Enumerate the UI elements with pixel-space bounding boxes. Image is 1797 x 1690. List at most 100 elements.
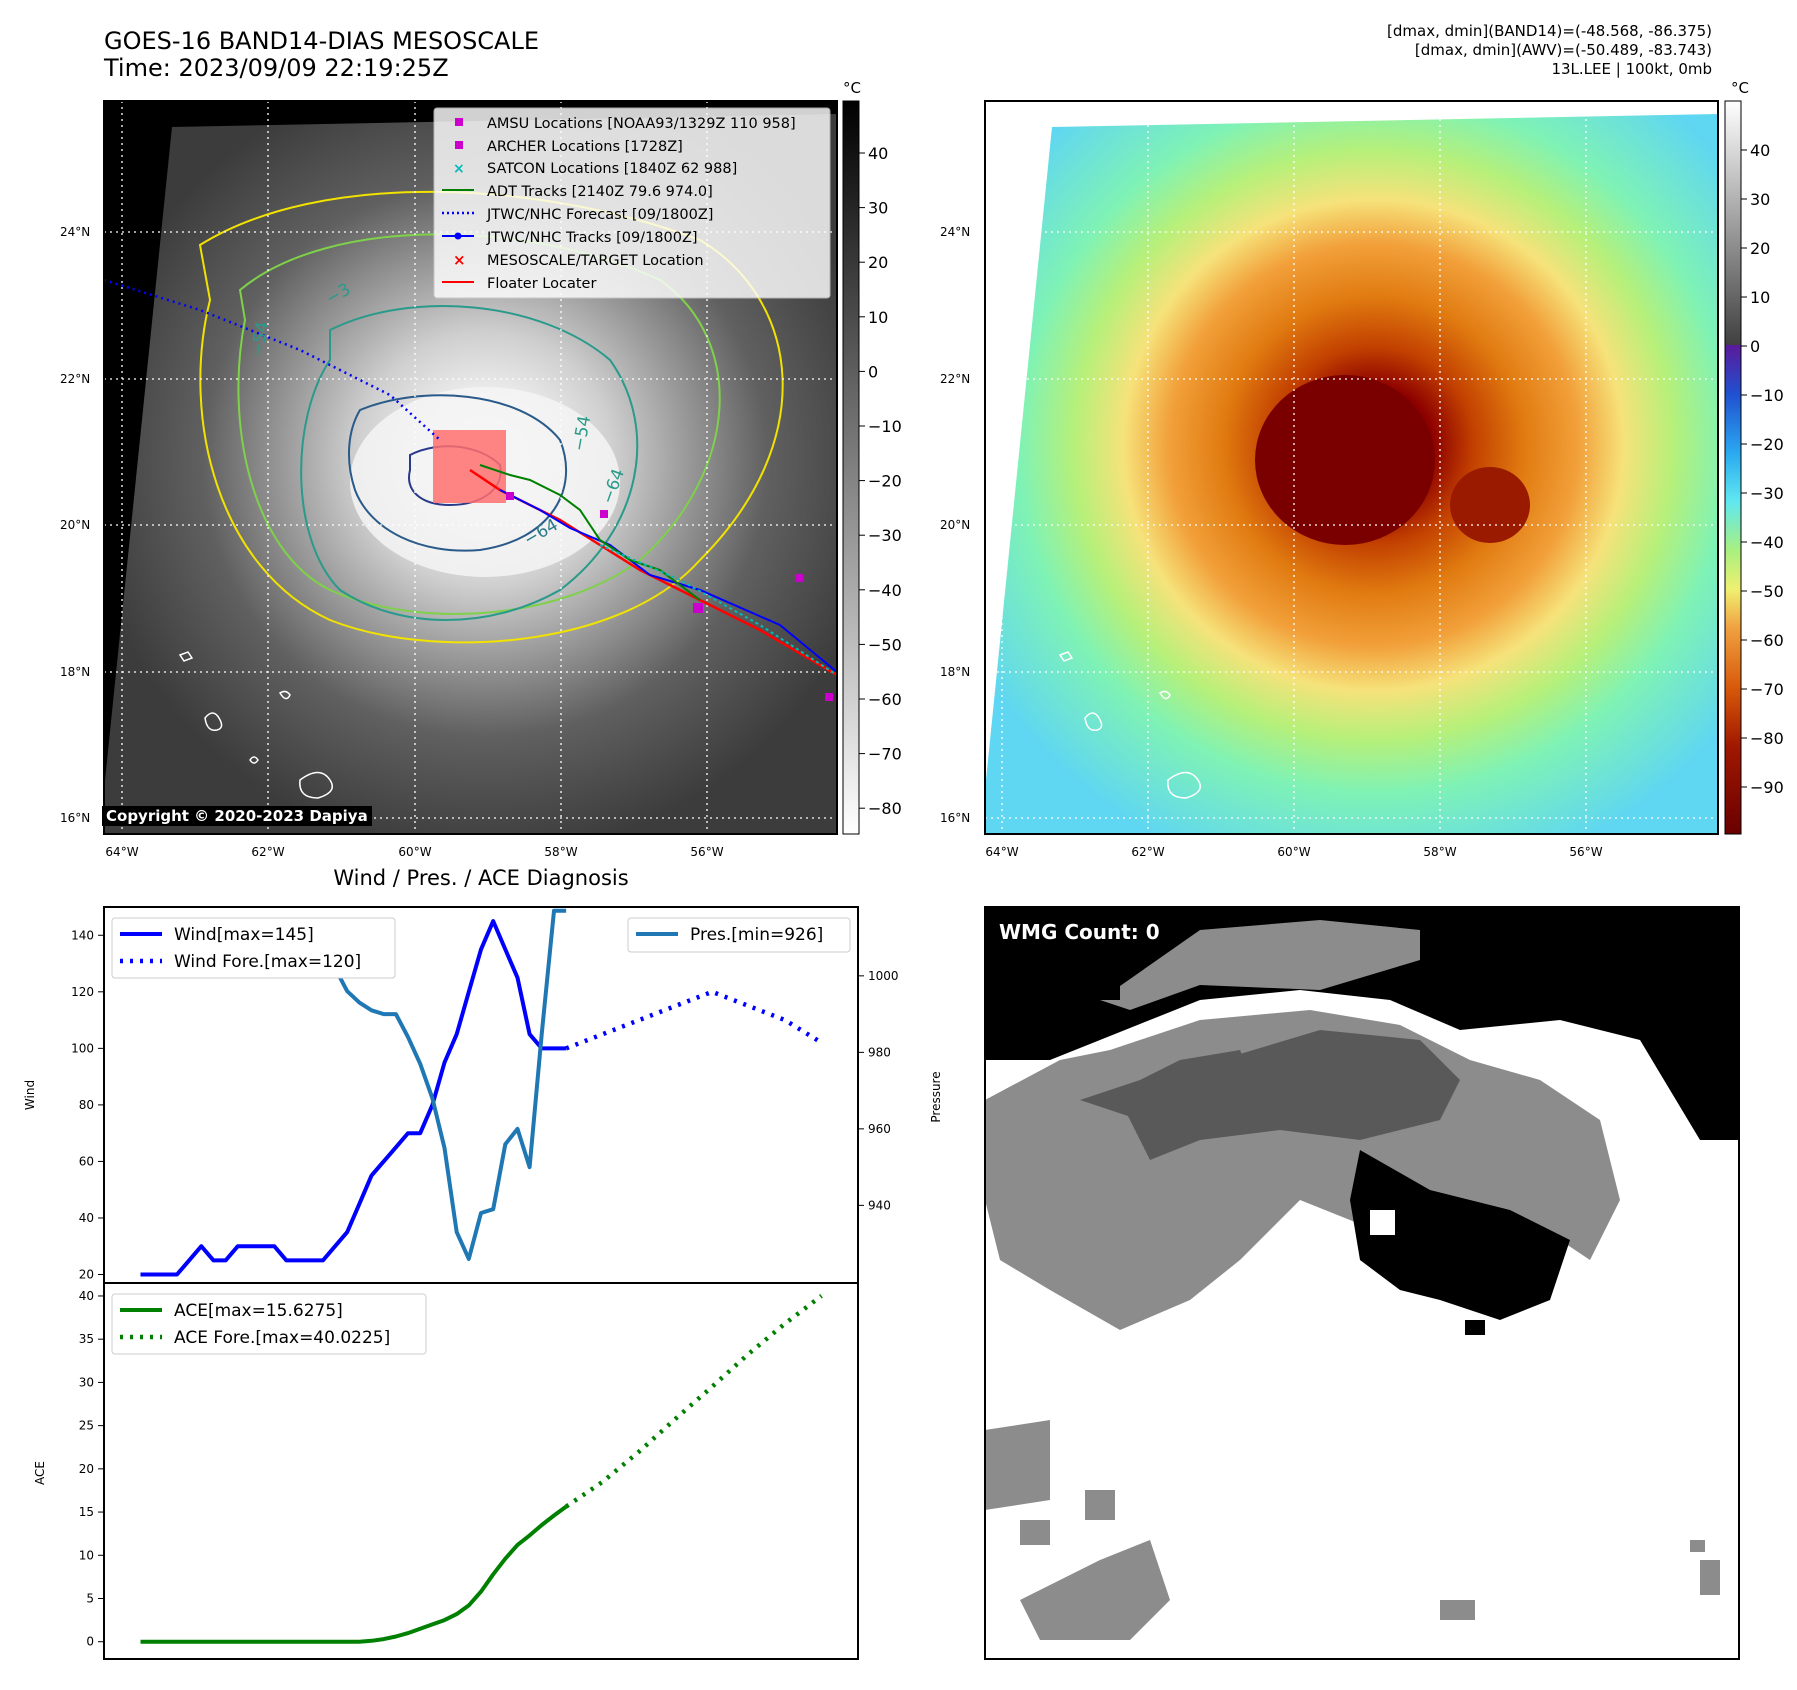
lat-label: 24°N [940, 225, 970, 239]
colorbar-ticks: 40 30 20 10 0 −10 −20 −30 −40 −50 −60 −70 −80 −90 [1741, 141, 1784, 797]
y2-tick-label: 940 [868, 1198, 891, 1212]
y-tick-label: 40 [79, 1289, 94, 1303]
colorbar-unit: °C [843, 79, 861, 97]
pressure-legend-box [627, 917, 851, 953]
colorbar-tick-label: −20 [868, 472, 902, 491]
ace-axis-label: ACE [33, 1461, 47, 1485]
y-tick-label: 60 [79, 1154, 94, 1168]
y-tick-label: 10 [79, 1548, 94, 1562]
wmg-count-label: WMG Count: 0 [991, 917, 1168, 947]
diagnosis-title: Wind / Pres. / ACE Diagnosis [333, 866, 628, 890]
y-tick-label: 5 [86, 1591, 94, 1605]
y-tick-label: 20 [79, 1268, 94, 1282]
pressure-axis-label: Pressure [929, 1071, 943, 1122]
colorbar-tick-label: −10 [868, 417, 902, 436]
colorbar-tick-label: 20 [1750, 239, 1770, 258]
colorbar-tick-label: −60 [1750, 631, 1784, 650]
legend-entry: Wind[max=145] [174, 925, 314, 945]
legend-marker-x: × [453, 251, 466, 269]
legend-entry: Wind Fore.[max=120] [174, 952, 361, 972]
info-storm: 13L.LEE | 100kt, 0mb [1551, 60, 1712, 78]
info-band14: [dmax, dmin](BAND14)=(-48.568, -86.375) [1387, 22, 1712, 40]
y-tick-label: 100 [71, 1041, 94, 1055]
lon-label: 56°W [690, 845, 723, 859]
lat-label: 18°N [60, 665, 90, 679]
left-colorbar: °C 40 30 20 10 0 −10 −20 −30 −40 −50 −60 −70 −80 [842, 79, 902, 835]
left-map-legend: AMSU Locations [NOAA93/1329Z 110 958] AR… [433, 107, 831, 299]
colorbar-tick-label: −60 [868, 690, 902, 709]
colorbar-tick-label: 30 [868, 199, 888, 218]
lon-label: 60°W [398, 845, 431, 859]
y-tick-label: 20 [79, 1462, 94, 1476]
legend-entry: JTWC/NHC Forecast [09/1800Z] [486, 207, 713, 223]
left-map-lat-labels: 24°N 22°N 20°N 18°N 16°N [60, 225, 90, 825]
figure-title: GOES-16 BAND14-DIAS MESOSCALE Time: 2023… [104, 28, 539, 82]
colorbar-tick-label: −50 [868, 635, 902, 654]
legend-entry: ADT Tracks [2140Z 79.6 974.0] [487, 184, 713, 200]
legend-marker-dot [454, 232, 462, 240]
lat-label: 24°N [60, 225, 90, 239]
series-line [140, 919, 567, 1277]
wmg-panel [984, 906, 1740, 1660]
colorbar-tick-label: 10 [868, 308, 888, 327]
lon-label: 56°W [1569, 845, 1602, 859]
lon-label: 64°W [105, 845, 138, 859]
colorbar-tick-label: 40 [1750, 141, 1770, 160]
legend-marker-x: × [453, 161, 465, 177]
lat-label: 20°N [940, 518, 970, 532]
left-map-lon-labels: 64°W 62°W 60°W 58°W 56°W [105, 845, 723, 859]
legend-marker-square [455, 141, 463, 149]
title-line-1: GOES-16 BAND14-DIAS MESOSCALE [104, 27, 540, 55]
lon-label: 64°W [985, 845, 1018, 859]
legend-entry: ACE[max=15.6275] [174, 1301, 343, 1321]
colorbar-ticks: 40 30 20 10 0 −10 −20 −30 −40 −50 −60 −70 −80 [859, 144, 902, 818]
y-tick-label: 35 [79, 1332, 94, 1346]
colorbar-tick-label: −10 [1750, 386, 1784, 405]
colorbar-tick-label: 20 [868, 253, 888, 272]
series-line [140, 1504, 568, 1644]
wind-axis-label: Wind [23, 1080, 37, 1110]
colorbar-tick-label: −40 [1750, 533, 1784, 552]
legend-entry: Pres.[min=926] [690, 925, 823, 945]
y-tick-label: 0 [86, 1635, 94, 1649]
y-tick-label: 15 [79, 1505, 94, 1519]
title-line-2: Time: 2023/09/09 22:19:25Z [104, 54, 449, 82]
lat-label: 22°N [940, 372, 970, 386]
colorbar-unit: °C [1731, 79, 1749, 97]
colorbar-tick-label: 40 [868, 144, 888, 163]
info-block: [dmax, dmin](BAND14)=(-48.568, -86.375) … [1387, 22, 1712, 79]
colorbar-tick-label: −80 [868, 799, 902, 818]
y-tick-label: 120 [71, 985, 94, 999]
lat-label: 16°N [940, 811, 970, 825]
colorbar-tick-label: −30 [1750, 484, 1784, 503]
y-tick-label: 140 [71, 928, 94, 942]
colorbar-tick-label: 10 [1750, 288, 1770, 307]
legend-entry: MESOSCALE/TARGET Location [487, 253, 704, 269]
lat-label: 18°N [940, 665, 970, 679]
y-tick-label: 30 [79, 1375, 94, 1389]
colorbar-tick-label: −70 [868, 745, 902, 764]
colorbar-tick-label: −90 [1750, 778, 1784, 797]
wind-legend-box [111, 917, 396, 979]
ace-chart: 0 5 10 15 20 25 30 35 40 ACE[max=15.6275] ACE Fore… [79, 1282, 859, 1660]
y-tick-label: 40 [79, 1211, 94, 1225]
legend-entry: Floater Locater [487, 276, 596, 292]
lon-label: 60°W [1277, 845, 1310, 859]
right-map-panel [984, 100, 1719, 835]
colorbar-tick-label: −30 [868, 526, 902, 545]
legend-entry: ACE Fore.[max=40.0225] [174, 1328, 390, 1348]
legend-entry: JTWC/NHC Tracks [09/1800Z] [486, 230, 698, 246]
colorbar-tick-label: −50 [1750, 582, 1784, 601]
legend-marker-square [455, 118, 463, 126]
wind-pressure-chart: 20 40 60 80 100 120 140 940 960 980 1000 Wind[max=1… [71, 906, 899, 1284]
y-tick-label: 25 [79, 1419, 94, 1433]
copyright-label: Copyright © 2020-2023 Dapiya [102, 806, 372, 826]
lat-label: 20°N [60, 518, 90, 532]
right-colorbar: °C 40 30 20 10 0 −10 −20 −30 −40 −50 −60 −70 −80 −90 [1724, 79, 1784, 835]
y-tick-label: 80 [79, 1098, 94, 1112]
lon-label: 62°W [1131, 845, 1164, 859]
lon-label: 58°W [1423, 845, 1456, 859]
legend-entry: SATCON Locations [1840Z 62 988] [487, 161, 737, 177]
lon-label: 62°W [251, 845, 284, 859]
